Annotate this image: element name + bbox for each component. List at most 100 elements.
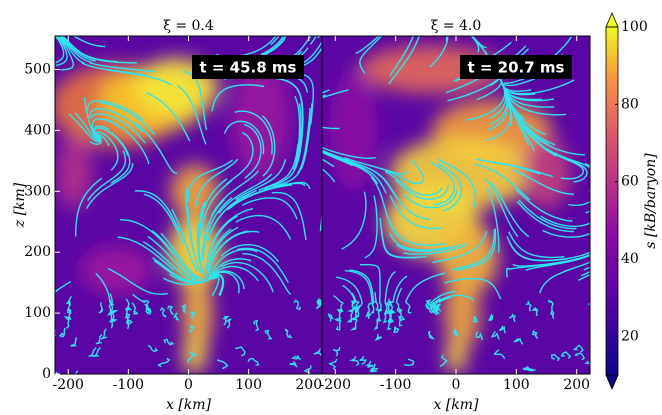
annotation-box bbox=[192, 55, 304, 79]
colorbar-tick-label: 80 bbox=[621, 96, 639, 112]
annotation-box bbox=[460, 55, 572, 79]
streamline bbox=[223, 120, 265, 155]
panel bbox=[55, 36, 322, 374]
streamline bbox=[550, 309, 555, 320]
streamline bbox=[368, 365, 377, 373]
y-tick-label: 400 bbox=[24, 122, 51, 138]
streamline bbox=[328, 358, 338, 370]
streamline bbox=[487, 314, 494, 322]
streamline bbox=[74, 177, 103, 237]
streamline bbox=[55, 36, 68, 67]
streamline bbox=[211, 272, 220, 297]
streamline bbox=[389, 195, 442, 230]
streamline bbox=[280, 36, 285, 41]
streamline bbox=[389, 36, 414, 77]
streamline bbox=[512, 338, 524, 345]
colorbar-frame bbox=[605, 26, 619, 376]
streamline bbox=[348, 356, 360, 367]
plume-blob bbox=[56, 137, 93, 210]
streamline bbox=[343, 158, 397, 198]
streamline bbox=[120, 219, 175, 256]
streamline bbox=[549, 150, 585, 180]
streamline bbox=[388, 275, 408, 323]
streamline bbox=[284, 328, 293, 339]
streamline bbox=[498, 325, 507, 334]
streamline bbox=[475, 331, 483, 341]
streamline bbox=[189, 311, 196, 320]
streamline bbox=[359, 36, 383, 74]
streamline bbox=[437, 162, 463, 212]
streamline bbox=[92, 347, 101, 357]
streamline bbox=[531, 329, 539, 340]
x-tick-label: 100 bbox=[235, 377, 262, 393]
streamline bbox=[142, 241, 197, 282]
streamline bbox=[188, 324, 195, 333]
streamline bbox=[260, 36, 285, 55]
streamline bbox=[394, 179, 449, 200]
streamline bbox=[208, 226, 239, 279]
streamline bbox=[143, 193, 185, 246]
plume-blob bbox=[522, 137, 571, 210]
streamline bbox=[349, 269, 377, 314]
streamline bbox=[333, 295, 344, 331]
streamline bbox=[322, 158, 335, 168]
streamline bbox=[322, 146, 376, 160]
streamline bbox=[293, 299, 301, 311]
streamline bbox=[451, 229, 495, 271]
streamline bbox=[272, 137, 309, 188]
streamline bbox=[163, 338, 175, 346]
streamline bbox=[176, 84, 207, 145]
streamline bbox=[56, 36, 75, 71]
streamline bbox=[485, 187, 500, 253]
streamline bbox=[55, 280, 72, 293]
streamline bbox=[313, 348, 322, 356]
streamline bbox=[166, 305, 174, 315]
streamline bbox=[560, 351, 572, 359]
plume-blob bbox=[170, 164, 219, 219]
streamline bbox=[209, 189, 257, 235]
streamline bbox=[220, 261, 274, 293]
streamline bbox=[218, 173, 273, 214]
streamline bbox=[518, 199, 577, 230]
streamline bbox=[290, 82, 304, 146]
streamline bbox=[95, 272, 119, 320]
streamline bbox=[542, 229, 590, 238]
streamline bbox=[151, 230, 199, 279]
x-axis-label: x [km] bbox=[166, 397, 212, 413]
streamline bbox=[512, 257, 579, 267]
streamline bbox=[490, 330, 500, 340]
streamline bbox=[432, 230, 488, 264]
streamline bbox=[342, 284, 357, 323]
streamline bbox=[208, 230, 249, 278]
streamline bbox=[131, 302, 139, 315]
streamline bbox=[437, 158, 477, 208]
streamline bbox=[546, 251, 590, 261]
streamline bbox=[90, 113, 146, 144]
colorbar-tick-label: 100 bbox=[621, 19, 648, 35]
streamline bbox=[86, 100, 144, 121]
x-tick-label: 0 bbox=[452, 377, 461, 393]
streamline bbox=[508, 313, 516, 322]
plume-blob bbox=[444, 277, 481, 350]
x-tick-label: 100 bbox=[503, 377, 530, 393]
streamline bbox=[107, 293, 118, 329]
colorbar-tick-label: 60 bbox=[621, 174, 639, 190]
streamline bbox=[487, 74, 509, 131]
streamline bbox=[210, 170, 259, 217]
y-tick-label: 200 bbox=[24, 244, 51, 260]
streamline bbox=[388, 36, 420, 85]
streamline bbox=[289, 361, 298, 368]
streamline bbox=[344, 157, 408, 176]
streamline bbox=[471, 36, 512, 58]
streamline bbox=[216, 359, 229, 370]
streamline bbox=[349, 292, 361, 331]
streamline bbox=[88, 347, 97, 357]
streamline bbox=[578, 273, 590, 282]
streamline bbox=[200, 180, 233, 238]
streamline bbox=[241, 197, 298, 220]
x-tick-label: -200 bbox=[320, 377, 351, 393]
streamline bbox=[58, 327, 66, 338]
streamline bbox=[516, 200, 574, 233]
streamline bbox=[226, 131, 254, 185]
y-tick-label: 100 bbox=[24, 305, 51, 321]
